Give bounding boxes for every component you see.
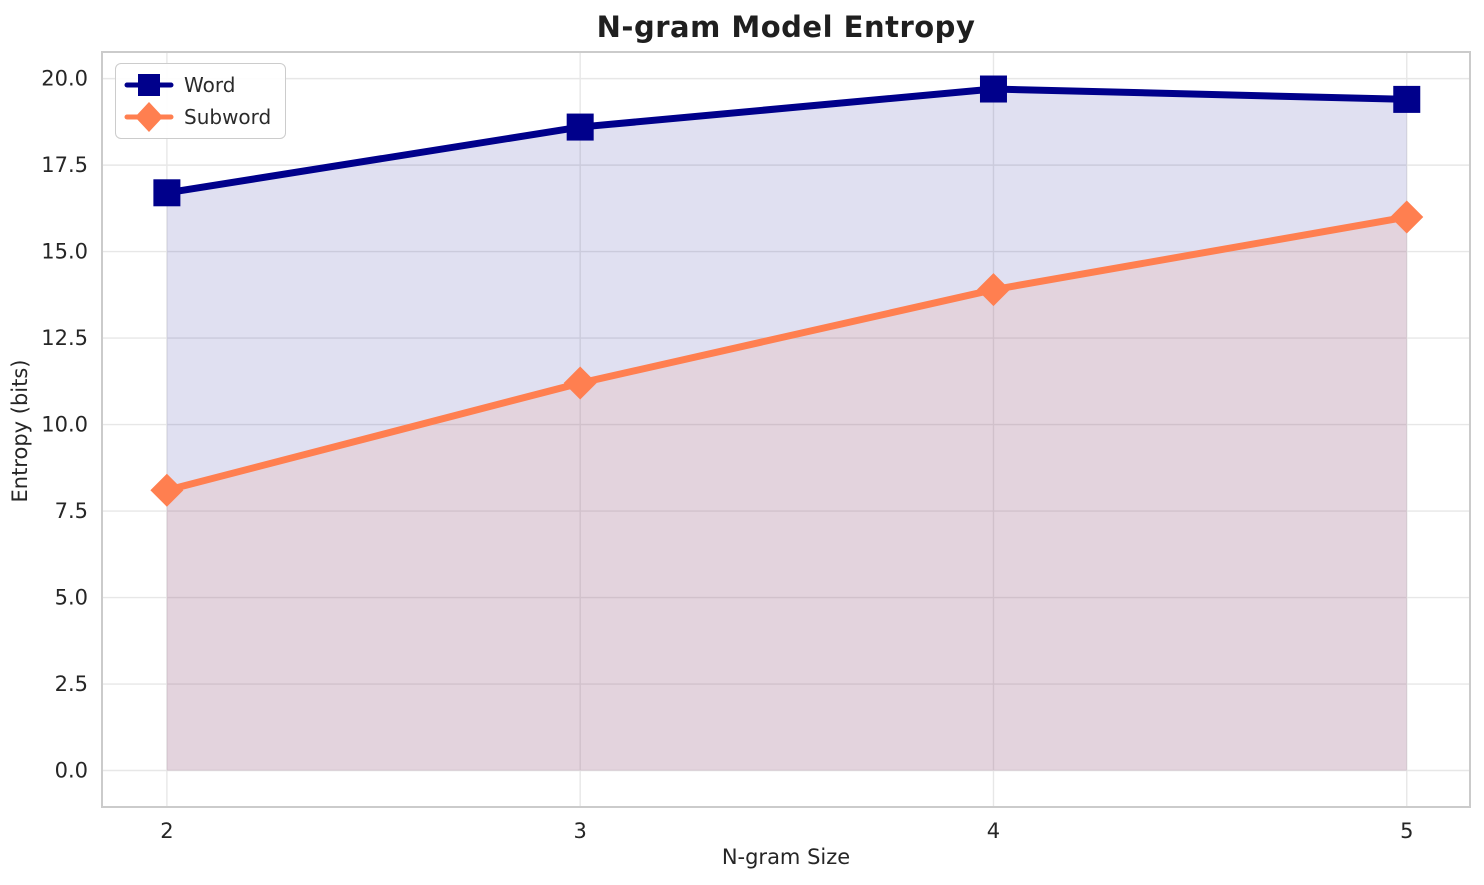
y-tick-label: 20.0: [41, 67, 88, 91]
y-tick-label: 7.5: [55, 499, 88, 523]
subword-marker: [976, 273, 1010, 307]
y-tick-label: 5.0: [55, 586, 88, 610]
word-marker: [1393, 85, 1421, 113]
word-marker: [566, 113, 594, 141]
word-area-fill: [166, 89, 1407, 771]
subword-diamond-icon: [124, 102, 174, 132]
line-layer: [163, 85, 1411, 494]
legend-item-subword: Subword: [124, 102, 271, 132]
y-axis-label: Entropy (bits): [8, 359, 32, 503]
legend-label-subword: Subword: [184, 105, 272, 129]
subword-marker: [563, 366, 597, 400]
x-tick-label: 2: [160, 819, 173, 843]
y-tick-label: 2.5: [55, 672, 88, 696]
subword-marker: [1390, 200, 1424, 234]
x-axis-label: N-gram Size: [721, 845, 851, 869]
word-legend-marker: [138, 74, 160, 96]
subword-marker: [150, 473, 184, 507]
x-tick-label: 4: [987, 819, 1000, 843]
legend-label-word: Word: [184, 73, 236, 97]
y-tick-label: 0.0: [55, 759, 88, 783]
legend-item-word: Word: [124, 70, 271, 100]
tick-label-layer: 0.0 2.5 5.0 7.5 10.0 12.5 15.0 17.5 20.0 2 3 4 5: [41, 67, 1413, 843]
marker-layer: [150, 75, 1424, 507]
fill-layer: [166, 89, 1407, 771]
word-marker: [979, 75, 1007, 103]
chart-title: N-gram Model Entropy: [596, 10, 976, 44]
x-tick-label: 3: [573, 819, 586, 843]
subword-line: [163, 213, 1411, 494]
y-tick-label: 15.0: [41, 240, 88, 264]
legend: Word Subword: [115, 63, 287, 139]
x-tick-label: 5: [1400, 819, 1413, 843]
y-tick-label: 17.5: [41, 153, 88, 177]
subword-area-fill: [166, 217, 1407, 771]
y-tick-label: 12.5: [41, 326, 88, 350]
plot-border: [101, 51, 1471, 808]
word-marker: [153, 179, 181, 207]
word-line: [163, 85, 1411, 197]
subword-legend-marker: [135, 102, 163, 132]
y-tick-label: 10.0: [41, 413, 88, 437]
word-square-icon: [124, 74, 174, 96]
